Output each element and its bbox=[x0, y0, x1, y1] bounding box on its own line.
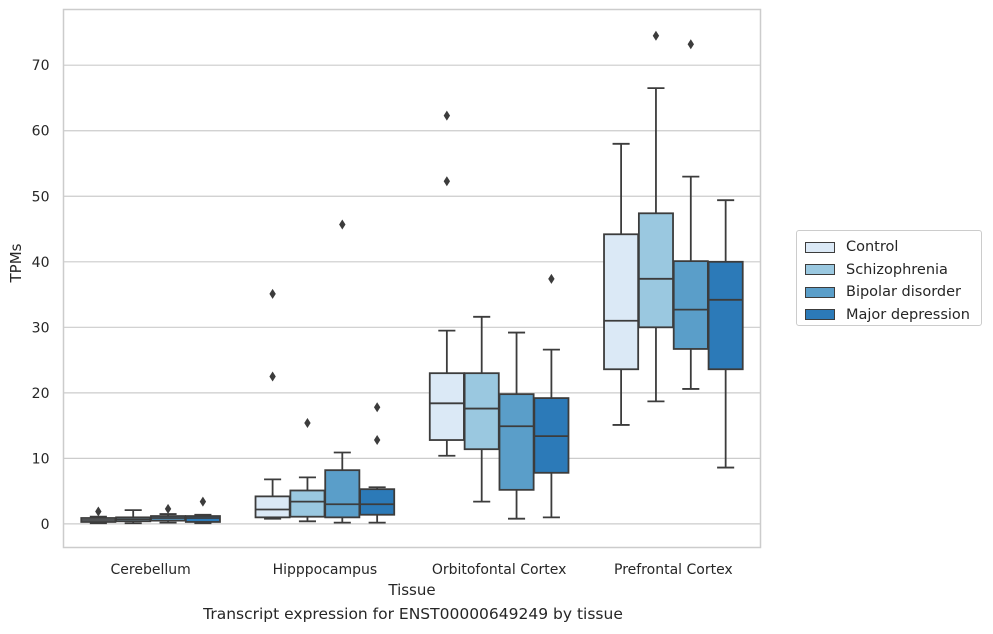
outlier-point bbox=[304, 417, 311, 428]
outlier-point bbox=[269, 371, 276, 382]
box-groups bbox=[80, 30, 744, 525]
legend-item: Major depression bbox=[805, 304, 981, 327]
outlier-point bbox=[199, 496, 207, 507]
outlier-point bbox=[373, 402, 381, 413]
y-tick-label: 10 bbox=[32, 451, 50, 467]
y-axis-label: TPMs bbox=[7, 243, 25, 283]
box-major-depression bbox=[533, 273, 570, 519]
legend-item: Control bbox=[805, 236, 981, 259]
x-axis-label: Tissue bbox=[387, 581, 435, 599]
outlier-point bbox=[548, 273, 555, 284]
iqr-box bbox=[289, 489, 326, 518]
iqr-box bbox=[324, 469, 361, 519]
figure-caption: Transcript expression for ENST0000064924… bbox=[203, 605, 623, 623]
legend-label: Control bbox=[846, 239, 899, 256]
iqr-box bbox=[498, 393, 535, 491]
y-tick-label: 70 bbox=[32, 58, 50, 74]
box-schizophrenia bbox=[289, 417, 326, 523]
iqr-box bbox=[184, 515, 221, 523]
x-tick-label: Cerebellum bbox=[111, 562, 191, 578]
iqr-box bbox=[428, 372, 465, 441]
legend-swatch-depression bbox=[805, 309, 835, 321]
iqr-box bbox=[707, 260, 744, 371]
x-tick-labels: Cerebellum Hipppocampus Orbitofontal Corte… bbox=[111, 562, 733, 578]
outlier-point bbox=[687, 39, 694, 50]
y-tick-label: 30 bbox=[32, 320, 50, 336]
box-control bbox=[80, 506, 117, 525]
x-tick-label: Orbitofontal Cortex bbox=[432, 562, 567, 578]
iqr-box bbox=[637, 212, 674, 329]
x-tick-label: Hipppocampus bbox=[273, 562, 378, 578]
legend-swatch-schizophrenia bbox=[805, 264, 835, 276]
outlier-point bbox=[339, 219, 346, 230]
legend-item: Bipolar disorder bbox=[805, 281, 981, 304]
iqr-box bbox=[254, 495, 291, 519]
y-tick-label: 40 bbox=[32, 255, 50, 271]
y-tick-label: 0 bbox=[41, 517, 50, 533]
box-control bbox=[428, 110, 465, 457]
box-bipolar-disorder bbox=[324, 219, 361, 524]
outlier-point bbox=[269, 288, 276, 299]
iqr-box bbox=[672, 260, 709, 350]
box-bipolar-disorder bbox=[150, 503, 187, 524]
iqr-box bbox=[463, 372, 500, 451]
outlier-point bbox=[443, 176, 451, 187]
outlier-point bbox=[95, 506, 102, 517]
y-tick-labels: 0 10 20 30 40 50 60 70 bbox=[32, 58, 50, 533]
box-bipolar-disorder bbox=[672, 39, 709, 390]
legend-label: Major depression bbox=[846, 306, 970, 323]
legend-label: Schizophrenia bbox=[846, 261, 948, 278]
outlier-point bbox=[164, 503, 172, 514]
outlier-point bbox=[443, 110, 451, 121]
y-tick-label: 20 bbox=[32, 386, 50, 402]
box-major-depression bbox=[359, 402, 396, 524]
box-schizophrenia bbox=[637, 30, 674, 403]
legend-item: Schizophrenia bbox=[805, 259, 981, 282]
legend-swatch-control bbox=[805, 241, 835, 253]
x-tick-label: Prefrontal Cortex bbox=[614, 562, 733, 578]
outlier-point bbox=[652, 30, 660, 41]
box-major-depression bbox=[184, 496, 221, 525]
box-bipolar-disorder bbox=[498, 331, 535, 520]
box-control bbox=[603, 142, 640, 426]
box-schizophrenia bbox=[463, 315, 500, 503]
iqr-box bbox=[359, 488, 396, 516]
legend-label: Bipolar disorder bbox=[846, 284, 961, 301]
legend: Control Schizophrenia Bipolar disorder M… bbox=[796, 230, 982, 326]
y-tick-label: 60 bbox=[32, 124, 50, 140]
outlier-point bbox=[373, 435, 381, 446]
gridlines bbox=[63, 64, 761, 525]
legend-swatch-bipolar bbox=[805, 286, 835, 298]
y-tick-label: 50 bbox=[32, 189, 50, 205]
iqr-box bbox=[603, 233, 640, 371]
box-major-depression bbox=[707, 199, 744, 469]
